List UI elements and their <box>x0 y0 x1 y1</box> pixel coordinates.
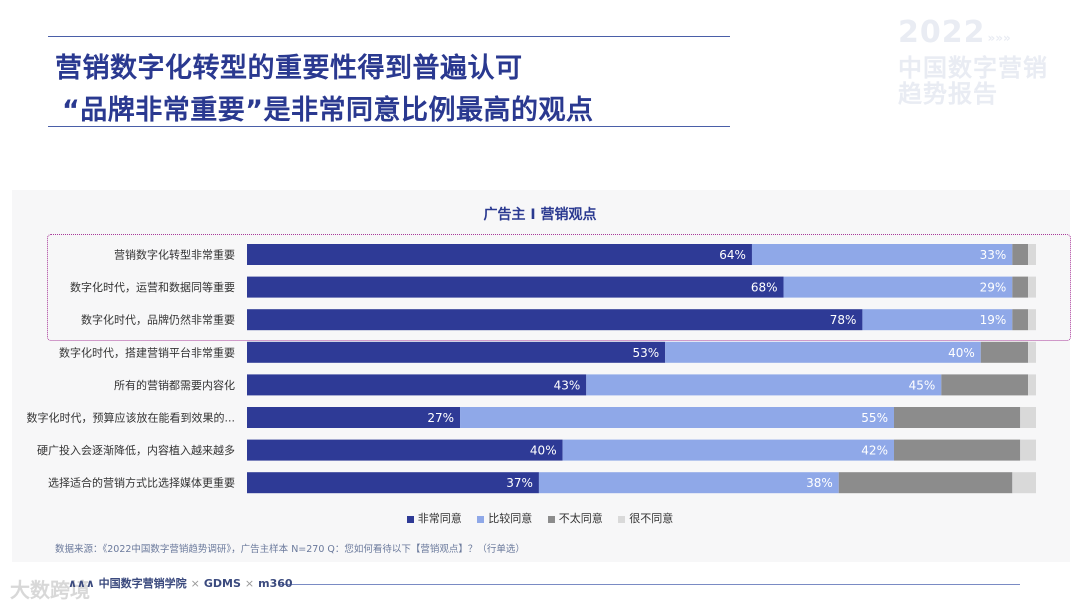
data-label-s1-r5: 55% <box>861 411 888 425</box>
data-label-s0-r3: 53% <box>632 346 659 360</box>
bar-s2-r7 <box>838 472 1013 494</box>
bar-s3-r5 <box>1020 407 1036 428</box>
data-label-s0-r7: 37% <box>506 476 533 490</box>
data-label-s1-r7: 38% <box>806 476 833 490</box>
legend-item-1: 比较同意 <box>477 510 532 526</box>
page-title-line2: “品牌非常重要”是非常同意比例最高的观点 <box>62 95 594 126</box>
brand-year: 2022 <box>898 15 986 50</box>
logo-sep-1: × <box>190 577 200 590</box>
data-label-s1-r6: 42% <box>861 444 888 458</box>
legend-item-3: 很不同意 <box>618 510 673 526</box>
bar-s2-r3 <box>980 341 1029 363</box>
brand-line2: 中国数字营销 <box>898 54 1048 82</box>
bar-s3-r7 <box>1012 472 1036 494</box>
legend-label-2: 不太同意 <box>558 512 603 525</box>
logo-sep-2: × <box>244 577 255 590</box>
partner-logos: ∧∧∧ 中国数字营销学院 × GDMS × m360 <box>68 575 293 591</box>
title-top-rule <box>48 36 730 37</box>
legend-swatch-3 <box>618 515 626 523</box>
legend-swatch-2 <box>547 515 555 523</box>
bar-s3-r6 <box>1020 439 1036 461</box>
bar-s1-r1 <box>783 276 1013 298</box>
bar-s2-r5 <box>893 407 1021 428</box>
category-label-4: 所有的营销都需要内容化 <box>114 378 235 392</box>
data-label-s0-r1: 68% <box>751 281 778 295</box>
data-label-s1-r2: 19% <box>980 313 1007 327</box>
category-label-3: 数字化时代，搭建营销平台非常重要 <box>59 345 235 359</box>
bar-s2-r1 <box>1012 276 1029 298</box>
legend-label-1: 比较同意 <box>488 512 533 525</box>
bar-s3-r4 <box>1028 374 1036 396</box>
bar-s1-r2 <box>862 309 1013 331</box>
legend-label-0: 非常同意 <box>417 512 462 525</box>
category-label-6: 硬广投入会逐渐降低，内容植入越来越多 <box>37 443 235 457</box>
data-label-s0-r6: 40% <box>530 444 557 458</box>
legend-swatch-0 <box>406 515 414 523</box>
category-label-1: 数字化时代，运营和数据同等重要 <box>70 280 235 294</box>
bar-s0-r2 <box>247 309 863 331</box>
report-brand-mark: 2022»»» 中国数字营销 趋势报告 <box>898 15 1048 108</box>
title-bottom-rule <box>48 126 730 127</box>
data-label-s1-r3: 40% <box>948 346 975 360</box>
legend-item-0: 非常同意 <box>406 510 462 526</box>
bar-s2-r4 <box>941 374 1029 396</box>
bar-s3-r2 <box>1028 309 1036 331</box>
bar-s3-r1 <box>1028 276 1036 298</box>
bar-s2-r2 <box>1012 309 1029 331</box>
data-label-s0-r5: 27% <box>427 411 454 425</box>
data-label-s0-r0: 64% <box>719 248 746 262</box>
bar-s1-r0 <box>751 244 1013 265</box>
bar-s3-r3 <box>1028 341 1036 363</box>
bar-s0-r4 <box>247 374 587 396</box>
top3-highlight-box <box>47 234 1071 341</box>
bar-s3-r0 <box>1028 244 1036 265</box>
data-source-note: 数据来源：《2022中国数字营销趋势调研》，广告主样本 N=270 Q：您如何看… <box>55 544 525 555</box>
data-label-s1-r0: 33% <box>980 248 1007 262</box>
legend-item-2: 不太同意 <box>547 510 603 526</box>
chart-legend: 非常同意 比较同意 不太同意 很不同意 <box>0 510 1080 526</box>
brand-arrows-icon: »»» <box>987 30 1011 45</box>
category-label-7: 选择适合的营销方式比选择媒体更重要 <box>48 476 235 490</box>
chart-title: 广告主 I 营销观点 <box>483 207 597 223</box>
bar-s0-r5 <box>247 407 461 428</box>
bar-s2-r6 <box>893 439 1021 461</box>
category-label-0: 营销数字化转型非常重要 <box>114 248 235 262</box>
bar-s1-r5 <box>460 407 894 428</box>
footer-rule <box>280 584 1020 585</box>
bar-s1-r6 <box>562 439 894 461</box>
data-label-s1-r4: 45% <box>909 378 936 392</box>
logo-gdms: GDMS <box>203 577 241 590</box>
data-label-s0-r2: 78% <box>830 313 857 327</box>
bar-s0-r6 <box>247 439 563 461</box>
logo-cdma: ∧∧∧ 中国数字营销学院 <box>68 577 187 590</box>
bar-s2-r0 <box>1012 244 1029 265</box>
watermark-text: 大数跨境 <box>10 578 90 602</box>
bar-s1-r4 <box>586 374 942 396</box>
bar-s1-r3 <box>665 341 981 363</box>
category-label-2: 数字化时代，品牌仍然非常重要 <box>81 313 235 327</box>
logo-m360: m360 <box>258 577 293 590</box>
bar-s0-r1 <box>247 276 784 298</box>
data-label-s0-r4: 43% <box>554 378 581 392</box>
bar-s0-r7 <box>247 472 539 494</box>
category-label-5: 数字化时代，预算应该放在能看到效果的... <box>27 411 236 425</box>
bar-s0-r3 <box>247 341 666 363</box>
bar-s1-r7 <box>538 472 839 494</box>
data-label-s1-r1: 29% <box>980 281 1007 295</box>
brand-line3: 趋势报告 <box>898 80 998 108</box>
legend-label-3: 很不同意 <box>629 512 674 525</box>
legend-swatch-1 <box>477 515 485 523</box>
page-title-line1: 营销数字化转型的重要性得到普遍认可 <box>55 53 523 84</box>
bar-s0-r0 <box>247 244 752 265</box>
